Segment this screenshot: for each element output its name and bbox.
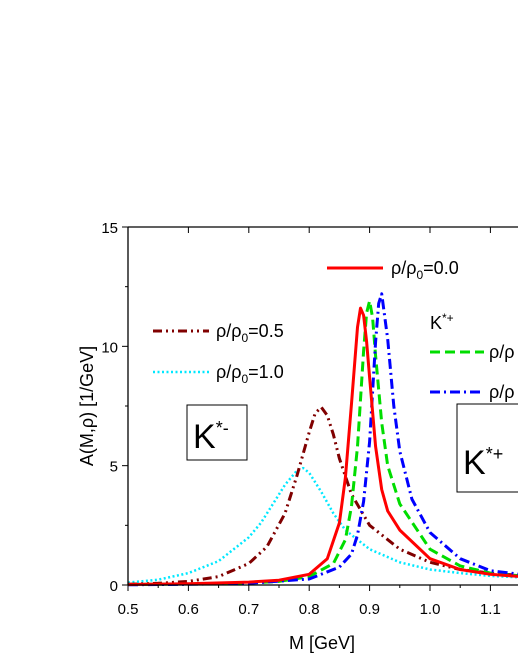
series-line-4: [127, 292, 518, 587]
x-tick-label: 0.7: [238, 601, 259, 618]
x-tick-label: 1.0: [420, 601, 441, 618]
legend-entry-kplus-dashdot: ρ/ρ: [430, 382, 514, 402]
box-label-kminus: K*-: [186, 404, 248, 461]
x-axis-label: M [GeV]: [289, 633, 355, 653]
legend-entry-rho-0: ρ/ρ0=0.0: [327, 258, 459, 282]
y-tick-label: 0: [110, 578, 118, 595]
box-kminus-frame: [186, 404, 248, 461]
x-tick-label: 0.5: [118, 601, 139, 618]
legend-label-rho-0: ρ/ρ0=0.0: [391, 258, 459, 282]
series-line-1: [127, 405, 518, 586]
legend-entry-rho-05: ρ/ρ0=0.5: [153, 321, 284, 345]
legend-label-kplus-dashdot: ρ/ρ: [489, 382, 514, 402]
ticks: 0.5 0.6 0.7 0.8 0.9 1.0 1.1 0 5 10 15: [101, 220, 501, 618]
y-axis-label: A(M,ρ) [1/GeV]: [77, 346, 97, 466]
box-kminus-text: K*-: [193, 418, 229, 456]
box-kplus-frame: [456, 403, 518, 493]
legend-kplus-header: K*+: [430, 311, 454, 333]
legend-label-kplus-dashed: ρ/ρ: [489, 342, 514, 362]
legend-label-rho-10: ρ/ρ0=1.0: [216, 362, 284, 386]
box-label-kplus: K*+: [456, 403, 518, 493]
y-tick-label: 5: [110, 459, 118, 476]
y-tick-label: 10: [101, 339, 118, 356]
series-line-0: [127, 306, 518, 586]
x-tick-label: 0.9: [359, 601, 380, 618]
x-tick-label: 0.8: [299, 601, 320, 618]
series-line-2: [127, 466, 518, 584]
legend-entry-kplus-dashed: ρ/ρ: [430, 342, 514, 362]
y-tick-label: 15: [101, 220, 118, 237]
box-kplus-text: K*+: [463, 444, 503, 482]
legend-label-rho-05: ρ/ρ0=0.5: [216, 321, 284, 345]
x-tick-label: 1.1: [480, 601, 501, 618]
plot-lines: [127, 292, 518, 587]
legend-entry-rho-10: ρ/ρ0=1.0: [153, 362, 284, 386]
x-tick-label: 0.6: [178, 601, 199, 618]
